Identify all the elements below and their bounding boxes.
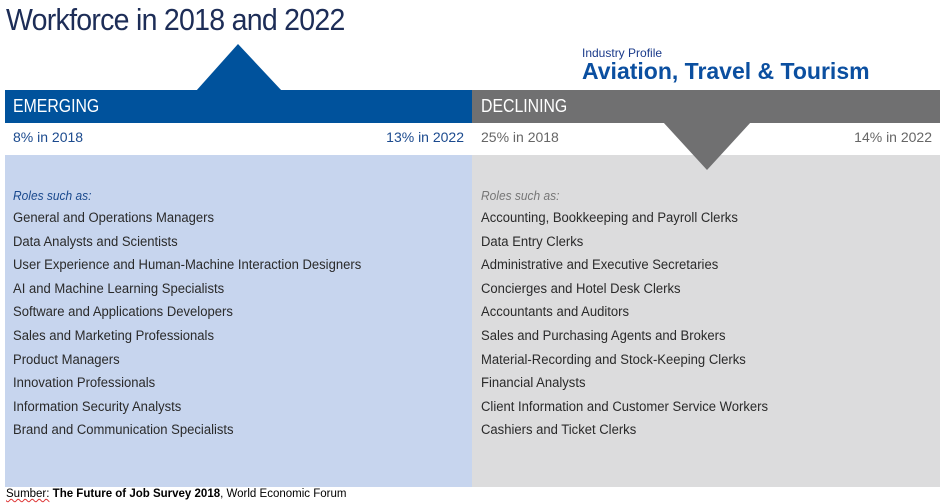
list-item: Accounting, Bookkeeping and Payroll Cler… — [481, 210, 738, 226]
list-item: Product Managers — [13, 351, 120, 368]
list-item: Sales and Marketing Professionals — [13, 327, 214, 344]
down-arrow-icon — [663, 122, 751, 170]
declining-roles-list: Roles such as: Accounting, Bookkeeping a… — [481, 188, 768, 446]
industry-profile-label: Industry Profile — [582, 46, 663, 60]
list-item: Brand and Communication Specialists — [13, 422, 234, 439]
list-item: Material-Recording and Stock-Keeping Cle… — [481, 351, 746, 368]
list-item: Data Analysts and Scientists — [13, 233, 178, 250]
declining-pct-2018: 25% in 2018 — [481, 129, 559, 145]
down-arrow-layer — [663, 122, 751, 170]
emerging-band — [5, 90, 472, 123]
list-item: Software and Applications Developers — [13, 304, 233, 321]
footnote-prefix: Sumber: — [6, 488, 50, 500]
emerging-pct-2022: 13% in 2022 — [386, 129, 464, 145]
list-item: Information Security Analysts — [13, 398, 182, 415]
emerging-pct-2018: 8% in 2018 — [13, 129, 84, 145]
list-item: Sales and Purchasing Agents and Brokers — [481, 327, 726, 344]
source-footnote: Sumber: The Future of Job Survey 2018, W… — [6, 488, 346, 500]
list-item: Financial Analysts — [481, 375, 586, 392]
roles-heading: Roles such as: — [13, 188, 92, 203]
list-item: Client Information and Customer Service … — [481, 398, 769, 415]
emerging-label: EMERGING — [13, 96, 100, 116]
emerging-panel — [5, 155, 472, 487]
list-item: Accountants and Auditors — [481, 304, 630, 321]
list-item: Innovation Professionals — [13, 375, 156, 392]
list-item: User Experience and Human-Machine Intera… — [13, 257, 362, 274]
list-item: General and Operations Managers — [13, 210, 214, 226]
emerging-roles-list: Roles such as: General and Operations Ma… — [13, 188, 361, 446]
footnote-suffix: , World Economic Forum — [220, 488, 347, 500]
declining-pct-2022: 14% in 2022 — [854, 129, 932, 145]
footnote-source: The Future of Job Survey 2018 — [52, 488, 221, 500]
declining-panel — [472, 155, 940, 487]
list-item: Administrative and Executive Secretaries — [481, 257, 719, 274]
industry-name: Aviation, Travel & Tourism — [582, 58, 870, 84]
list-item: Data Entry Clerks — [481, 233, 584, 250]
declining-label: DECLINING — [481, 96, 568, 116]
list-item: Concierges and Hotel Desk Clerks — [481, 280, 681, 297]
page-title: Workforce in 2018 and 2022 — [6, 2, 345, 37]
list-item: AI and Machine Learning Specialists — [13, 280, 225, 297]
arrow-shapes — [196, 44, 282, 91]
roles-heading: Roles such as: — [481, 188, 560, 203]
declining-band — [472, 90, 940, 123]
up-arrow-icon — [196, 44, 282, 91]
list-item: Cashiers and Ticket Clerks — [481, 422, 637, 439]
